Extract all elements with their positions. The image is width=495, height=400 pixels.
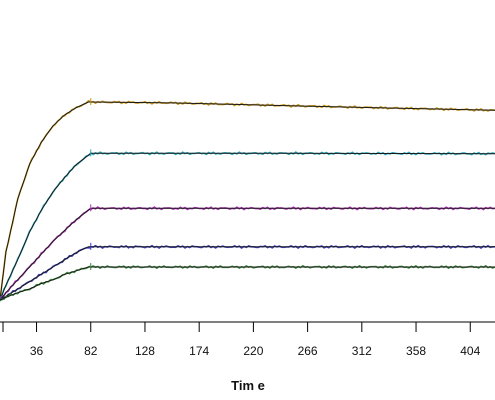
x-tick-label: 174 — [189, 344, 209, 358]
series-5-fit — [0, 266, 495, 301]
x-tick-label: 36 — [30, 344, 44, 358]
x-tick-label: 358 — [406, 344, 426, 358]
x-axis-title: Tim e — [231, 378, 265, 393]
x-tick-label: 82 — [84, 344, 98, 358]
x-tick-label: 404 — [460, 344, 480, 358]
x-tick-label: 220 — [243, 344, 263, 358]
x-tick-label: 266 — [298, 344, 318, 358]
series-1-trace — [0, 100, 495, 301]
x-tick-label: 128 — [135, 344, 155, 358]
series-2-fit — [0, 152, 495, 301]
series-4-fit — [0, 246, 495, 301]
x-tick-label: 312 — [352, 344, 372, 358]
x-ticks: 36 82 128 174 220 266 312 358 404 — [2, 322, 481, 358]
series-3-fit — [0, 207, 495, 301]
series-layer — [0, 98, 495, 302]
series-1-fit — [0, 101, 495, 301]
series-2-trace — [0, 151, 495, 300]
